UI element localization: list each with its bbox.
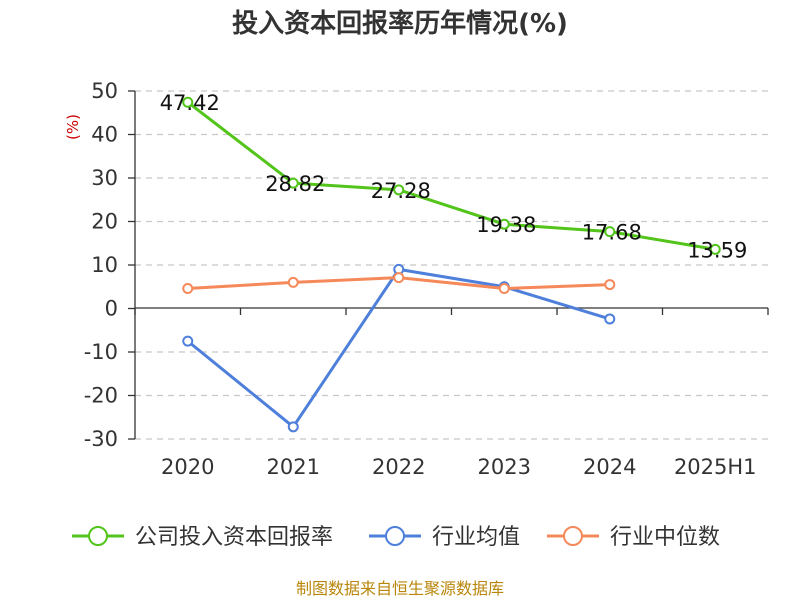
y-tick-label: 50 bbox=[91, 79, 118, 103]
y-tick-label: -30 bbox=[84, 427, 118, 451]
data-point bbox=[393, 184, 405, 196]
y-tick-label: 30 bbox=[91, 166, 118, 190]
data-point bbox=[287, 276, 299, 288]
x-tick-label: 2025H1 bbox=[674, 455, 757, 479]
data-point bbox=[604, 226, 616, 238]
x-tick-label: 2021 bbox=[267, 455, 320, 479]
y-tick-label: 20 bbox=[91, 210, 118, 234]
series-layer bbox=[182, 96, 721, 433]
data-label: 13.59 bbox=[687, 238, 747, 262]
y-tick-label: 0 bbox=[105, 297, 118, 321]
y-axis-label: (%) bbox=[64, 114, 82, 140]
series-line-1 bbox=[186, 267, 611, 429]
data-point bbox=[182, 335, 194, 347]
y-tick-label: -10 bbox=[84, 340, 118, 364]
legend-marker bbox=[88, 526, 108, 546]
data-label: 17.68 bbox=[582, 221, 642, 245]
data-point bbox=[498, 282, 510, 294]
legend: 公司投入资本回报率 行业均值 行业中位数 bbox=[72, 525, 720, 550]
data-label: 47.42 bbox=[160, 91, 220, 115]
legend-marker bbox=[563, 526, 583, 546]
legend-label: 行业均值 bbox=[432, 525, 520, 550]
legend-marker bbox=[385, 526, 405, 546]
y-tick-label: -20 bbox=[84, 384, 118, 408]
data-point bbox=[604, 279, 616, 291]
x-tick-label: 2022 bbox=[372, 455, 425, 479]
data-label: 19.38 bbox=[476, 213, 536, 237]
data-point bbox=[498, 218, 510, 230]
data-point bbox=[604, 313, 616, 325]
chart-title: 投入资本回报率历年情况(%) bbox=[232, 8, 568, 39]
axes: 50 40 30 20 10 0 -10 -20 -30 2020 2021 2022 2023 2024… bbox=[84, 79, 769, 479]
series-line-0 bbox=[186, 101, 716, 251]
x-tick-label: 2023 bbox=[478, 455, 531, 479]
grid-lines bbox=[135, 90, 768, 440]
y-tick-label: 40 bbox=[91, 123, 118, 147]
data-labels: 47.42 28.82 27.28 19.38 17.68 13.59 bbox=[160, 91, 748, 262]
x-tick-label: 2020 bbox=[161, 455, 214, 479]
legend-label: 公司投入资本回报率 bbox=[135, 525, 333, 550]
data-point bbox=[287, 177, 299, 189]
data-point bbox=[709, 243, 721, 255]
data-point bbox=[182, 96, 194, 108]
data-label: 28.82 bbox=[265, 172, 325, 196]
data-source-note: 制图数据来自恒生聚源数据库 bbox=[296, 579, 504, 598]
y-tick-label: 10 bbox=[91, 253, 118, 277]
data-point bbox=[393, 272, 405, 284]
legend-label: 行业中位数 bbox=[610, 525, 720, 550]
data-label: 27.28 bbox=[371, 179, 431, 203]
data-point bbox=[182, 282, 194, 294]
data-point bbox=[287, 421, 299, 433]
x-tick-label: 2024 bbox=[583, 455, 636, 479]
